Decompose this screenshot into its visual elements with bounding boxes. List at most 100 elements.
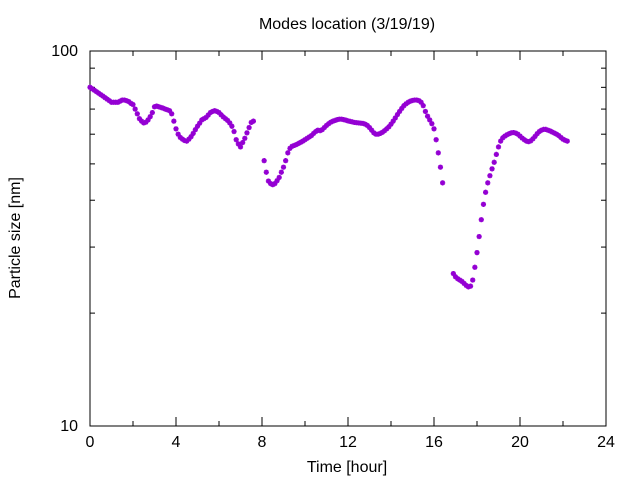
y-tick-label: 10 xyxy=(60,418,78,435)
data-point xyxy=(186,136,192,142)
data-point xyxy=(384,126,390,132)
x-tick-label: 4 xyxy=(172,434,181,451)
data-point xyxy=(194,123,201,129)
data-point xyxy=(472,264,478,270)
data-point xyxy=(433,137,439,143)
data-point xyxy=(287,145,293,151)
data-point xyxy=(222,116,229,122)
data-point xyxy=(308,132,315,139)
data-point xyxy=(517,133,523,139)
data-point xyxy=(250,118,256,124)
data-point xyxy=(280,164,287,170)
data-point xyxy=(392,115,398,121)
data-point xyxy=(242,135,248,141)
data-point xyxy=(132,106,138,112)
data-point xyxy=(381,128,388,134)
data-point xyxy=(283,158,289,164)
data-point xyxy=(401,103,407,109)
data-point xyxy=(244,130,250,136)
data-point xyxy=(272,180,278,187)
data-point xyxy=(420,103,426,109)
data-point xyxy=(478,217,484,223)
data-point xyxy=(489,166,495,172)
data-point xyxy=(556,132,562,139)
data-point xyxy=(519,135,525,141)
data-point xyxy=(379,129,385,135)
data-point xyxy=(188,134,194,140)
data-point xyxy=(319,127,325,133)
data-point xyxy=(495,144,502,150)
data-point xyxy=(467,283,474,289)
data-point xyxy=(164,107,170,113)
data-point xyxy=(459,278,465,284)
data-point xyxy=(450,270,456,277)
data-point xyxy=(431,126,437,132)
data-point xyxy=(225,117,231,124)
x-tick-label: 8 xyxy=(258,434,267,451)
data-point xyxy=(143,119,149,125)
data-point xyxy=(205,112,211,118)
data-point xyxy=(175,131,181,137)
data-point xyxy=(323,122,330,129)
data-point xyxy=(177,134,183,141)
data-point xyxy=(480,201,487,207)
data-point xyxy=(139,118,145,124)
data-point xyxy=(136,116,143,122)
data-point xyxy=(227,120,233,126)
data-series xyxy=(87,84,570,290)
data-point xyxy=(530,136,536,142)
data-point xyxy=(328,119,334,125)
y-axis-label: Particle size [nm] xyxy=(7,177,24,299)
data-point xyxy=(147,114,153,120)
data-point xyxy=(386,124,392,130)
data-point xyxy=(190,130,196,136)
data-point xyxy=(285,150,291,156)
data-point xyxy=(526,139,532,145)
data-point xyxy=(171,118,177,124)
data-point xyxy=(470,277,476,283)
data-point xyxy=(493,151,499,157)
data-point xyxy=(422,108,428,115)
data-point xyxy=(399,105,405,111)
data-point xyxy=(263,169,269,175)
data-point xyxy=(220,114,226,120)
data-point xyxy=(166,108,173,114)
data-point xyxy=(216,110,222,116)
data-point xyxy=(311,130,317,136)
data-point xyxy=(366,124,373,131)
data-point xyxy=(231,128,237,135)
data-point xyxy=(483,189,489,195)
x-axis-label: Time [hour] xyxy=(307,459,387,476)
data-point xyxy=(515,131,521,137)
data-point xyxy=(160,105,166,111)
data-point xyxy=(203,114,209,121)
data-point xyxy=(388,121,394,127)
data-point xyxy=(169,111,175,117)
data-point xyxy=(435,150,441,156)
data-point xyxy=(500,135,506,141)
data-point xyxy=(369,127,375,133)
data-point xyxy=(237,144,244,150)
data-point xyxy=(562,137,568,143)
data-point xyxy=(474,250,480,256)
x-tick-label: 20 xyxy=(511,434,529,451)
x-tick-label: 12 xyxy=(339,434,357,451)
data-point xyxy=(485,180,491,186)
data-point xyxy=(418,99,424,105)
data-point xyxy=(289,143,295,149)
data-point xyxy=(274,178,280,184)
data-point xyxy=(321,124,327,131)
data-point xyxy=(437,164,444,170)
data-point xyxy=(534,131,540,137)
data-point xyxy=(564,138,570,144)
data-point xyxy=(246,124,252,131)
data-point xyxy=(130,101,136,108)
data-point xyxy=(197,120,203,126)
data-point xyxy=(461,280,467,287)
data-point xyxy=(184,138,190,144)
data-point xyxy=(229,123,235,129)
data-point xyxy=(394,111,401,118)
data-point xyxy=(126,98,132,105)
data-point xyxy=(452,274,459,280)
data-point xyxy=(218,112,224,118)
